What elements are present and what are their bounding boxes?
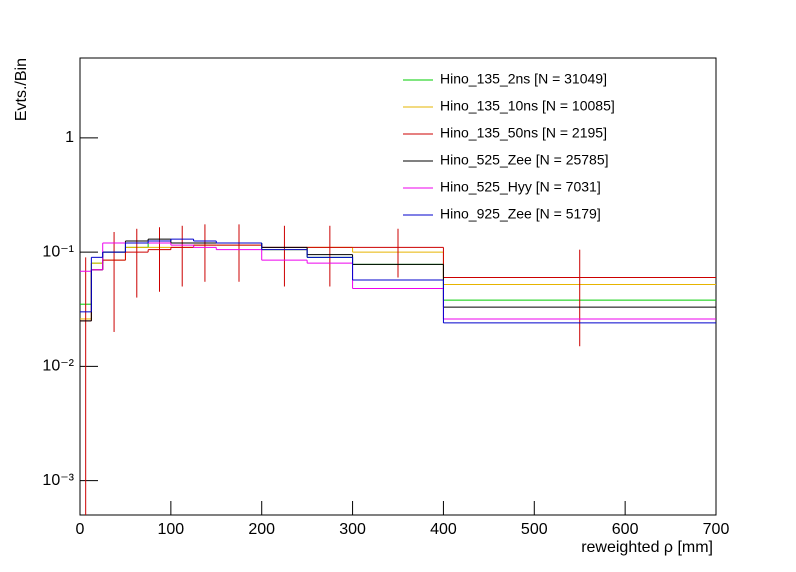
x-tick-label: 100 xyxy=(158,521,185,538)
y-tick-label: 10⁻³ xyxy=(42,472,74,489)
legend-label: Hino_525_Zee [N = 25785] xyxy=(440,152,609,168)
legend-label: Hino_135_50ns [N = 2195] xyxy=(440,125,607,141)
y-tick-label: 1 xyxy=(65,129,74,146)
y-axis-title: Evts./Bin xyxy=(13,58,30,121)
x-tick-label: 0 xyxy=(76,521,85,538)
x-tick-label: 700 xyxy=(703,521,730,538)
legend-label: Hino_135_2ns [N = 31049] xyxy=(440,71,607,87)
plot-frame xyxy=(79,57,717,516)
x-tick-label: 200 xyxy=(248,521,275,538)
x-tick-label: 400 xyxy=(430,521,457,538)
x-tick-label: 500 xyxy=(521,521,548,538)
legend-label: Hino_135_10ns [N = 10085] xyxy=(440,98,615,114)
x-tick-label: 300 xyxy=(339,521,366,538)
x-axis-title: reweighted ρ [mm] xyxy=(581,539,713,556)
x-tick-label: 600 xyxy=(612,521,639,538)
legend-label: Hino_525_Hyy [N = 7031] xyxy=(440,179,601,195)
legend-label: Hino_925_Zee [N = 5179] xyxy=(440,206,601,222)
y-tick-label: 10⁻² xyxy=(42,358,74,375)
y-tick-label: 10⁻¹ xyxy=(42,243,74,260)
